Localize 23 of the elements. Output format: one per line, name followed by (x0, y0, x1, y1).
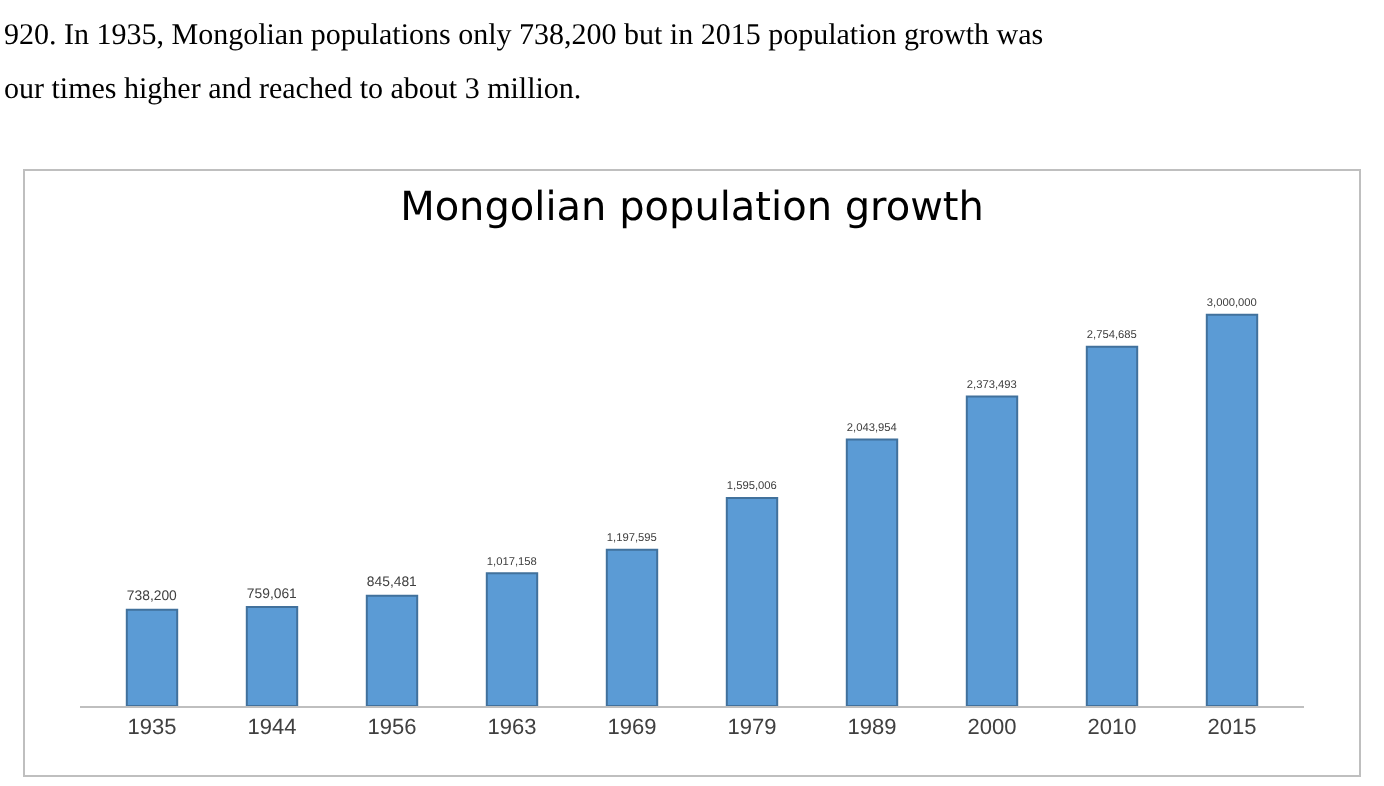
chart-title: Mongolian population growth (400, 182, 984, 230)
bar (245, 606, 299, 706)
x-tick-label: 1969 (607, 716, 657, 741)
x-tick-label: 1979 (727, 716, 777, 741)
x-tick-label: 2000 (967, 716, 1017, 741)
bar (485, 572, 539, 706)
bar (125, 608, 179, 706)
x-tick-label: 1944 (247, 716, 297, 741)
bar (965, 395, 1019, 706)
x-tick-label: 2010 (1087, 716, 1137, 741)
x-tick-label: 2015 (1207, 716, 1257, 741)
bar (725, 497, 779, 706)
bar (605, 548, 659, 706)
x-tick-label: 1989 (847, 716, 897, 741)
bar (365, 594, 419, 706)
bar (845, 438, 899, 706)
x-tick-label: 1935 (127, 716, 177, 741)
x-tick-label: 1963 (487, 716, 537, 741)
x-tick-label: 1956 (367, 716, 417, 741)
bar (1085, 345, 1139, 706)
bar (1205, 313, 1259, 706)
text: 920. In 1935, Mongolian populations only 738,200 but in 2015 population growth was (4, 20, 1044, 52)
text: our times higher and reached to about 3 million. (4, 74, 582, 106)
